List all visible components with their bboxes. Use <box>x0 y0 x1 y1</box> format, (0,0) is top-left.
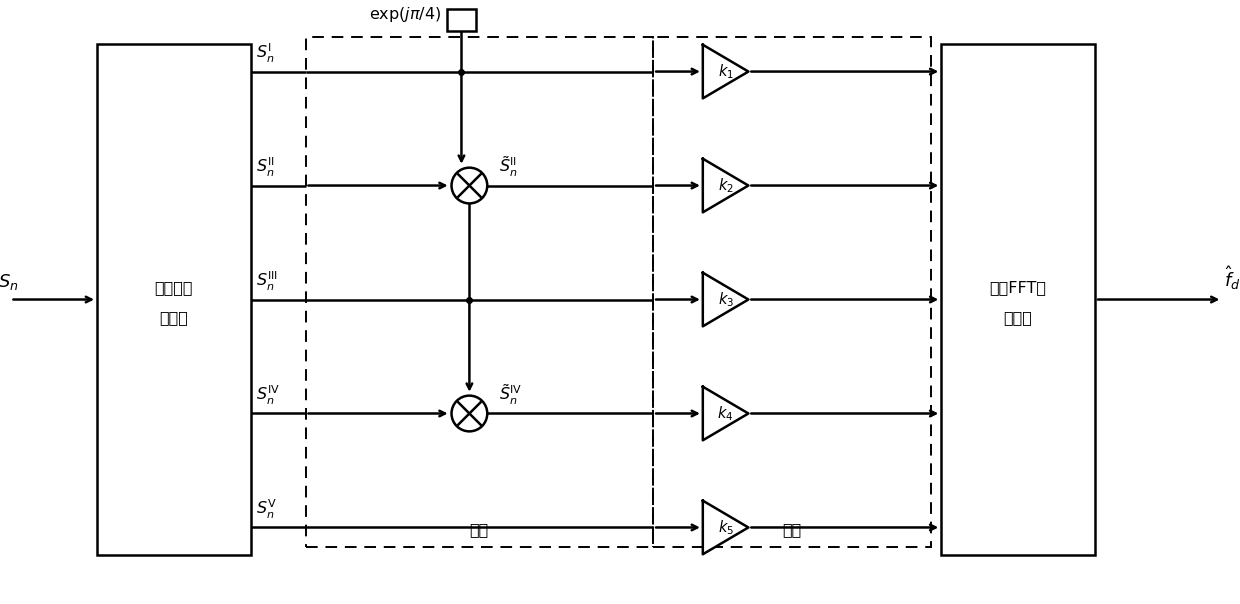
Text: $S_n^{\mathrm{V}}$: $S_n^{\mathrm{V}}$ <box>255 497 277 521</box>
Text: 幅度检测: 幅度检测 <box>155 280 193 295</box>
Text: $k_1$: $k_1$ <box>718 62 734 81</box>
Polygon shape <box>703 45 749 98</box>
Text: $k_4$: $k_4$ <box>718 404 734 423</box>
Bar <box>305 37 653 547</box>
Text: $k_5$: $k_5$ <box>718 518 734 537</box>
Bar <box>653 37 931 547</box>
Polygon shape <box>703 159 749 213</box>
Text: $\tilde{S}_n^{\mathrm{II}}$: $\tilde{S}_n^{\mathrm{II}}$ <box>500 154 518 179</box>
Polygon shape <box>703 272 749 326</box>
Text: $\tilde{S}_n^{\mathrm{IV}}$: $\tilde{S}_n^{\mathrm{IV}}$ <box>500 382 522 406</box>
Text: 利用FFT估: 利用FFT估 <box>990 280 1047 295</box>
Text: 和选择: 和选择 <box>160 310 188 325</box>
Text: $S_n$: $S_n$ <box>0 272 19 292</box>
Bar <box>941 44 1095 555</box>
Text: 放大: 放大 <box>782 522 802 538</box>
Text: $S_n^{\mathrm{I}}$: $S_n^{\mathrm{I}}$ <box>255 42 274 65</box>
Text: $S_n^{\mathrm{IV}}$: $S_n^{\mathrm{IV}}$ <box>255 384 280 406</box>
Text: 计频偏: 计频偏 <box>1003 310 1033 325</box>
Text: $\mathrm{exp}(j\pi / 4)$: $\mathrm{exp}(j\pi / 4)$ <box>370 5 441 24</box>
Circle shape <box>451 168 487 204</box>
Polygon shape <box>703 387 749 440</box>
Text: $k_2$: $k_2$ <box>718 176 734 195</box>
Bar <box>97 44 250 555</box>
Polygon shape <box>703 501 749 554</box>
Text: $S_n^{\mathrm{III}}$: $S_n^{\mathrm{III}}$ <box>255 269 278 292</box>
Bar <box>446 9 476 31</box>
Text: 旋转: 旋转 <box>470 522 489 538</box>
Text: $\hat{f}_d$: $\hat{f}_d$ <box>1224 264 1240 292</box>
Circle shape <box>451 396 487 431</box>
Text: $k_3$: $k_3$ <box>718 290 734 309</box>
Text: $S_n^{\mathrm{II}}$: $S_n^{\mathrm{II}}$ <box>255 155 274 179</box>
